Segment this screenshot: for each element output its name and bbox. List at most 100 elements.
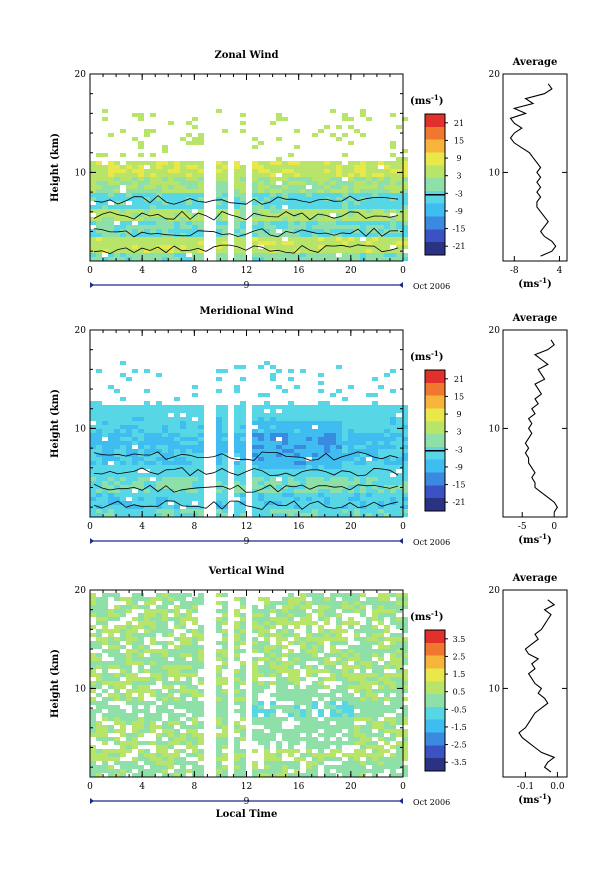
- heatmap-cell: [144, 633, 150, 637]
- heatmap-cell: [126, 465, 132, 469]
- heatmap-cell: [264, 617, 270, 621]
- heatmap-cell: [198, 457, 204, 461]
- heatmap-cell: [234, 237, 240, 241]
- heatmap-cell: [114, 461, 120, 465]
- heatmap-cell: [132, 209, 138, 213]
- heatmap-cell: [90, 733, 96, 737]
- heatmap-cell: [324, 425, 330, 429]
- heatmap-cell: [168, 257, 174, 261]
- heatmap-cell: [162, 449, 168, 453]
- heatmap-cell: [288, 713, 294, 717]
- heatmap-cell: [180, 617, 186, 621]
- heatmap-cell: [306, 701, 312, 705]
- heatmap-cell: [276, 441, 282, 445]
- heatmap-cell: [312, 509, 318, 513]
- heatmap-cell: [264, 629, 270, 633]
- heatmap-cell: [120, 361, 126, 365]
- heatmap-cell: [168, 485, 174, 489]
- heatmap-cell: [390, 753, 396, 757]
- heatmap-field: [90, 109, 408, 261]
- heatmap-cell: [318, 225, 324, 229]
- heatmap-cell: [150, 485, 156, 489]
- heatmap-cell: [174, 209, 180, 213]
- heatmap-cell: [300, 237, 306, 241]
- heatmap-cell: [282, 457, 288, 461]
- heatmap-cell: [336, 489, 342, 493]
- heatmap-cell: [402, 509, 408, 513]
- heatmap-cell: [120, 249, 126, 253]
- heatmap-cell: [354, 457, 360, 461]
- heatmap-cell: [312, 209, 318, 213]
- heatmap-cell: [318, 129, 324, 133]
- heatmap-cell: [108, 709, 114, 713]
- heatmap-cell: [330, 253, 336, 257]
- heatmap-cell: [174, 697, 180, 701]
- heatmap-cell: [384, 201, 390, 205]
- heatmap-cell: [360, 713, 366, 717]
- heatmap-cell: [384, 625, 390, 629]
- heatmap-cell: [390, 205, 396, 209]
- heatmap-cell: [150, 613, 156, 617]
- heatmap-cell: [180, 181, 186, 185]
- heatmap-cell: [288, 705, 294, 709]
- heatmap-cell: [366, 253, 372, 257]
- heatmap-cell: [306, 445, 312, 449]
- heatmap-cell: [120, 713, 126, 717]
- heatmap-cell: [342, 153, 348, 157]
- heatmap-cell: [366, 649, 372, 653]
- heatmap-cell: [336, 441, 342, 445]
- heatmap-cell: [378, 749, 384, 753]
- heatmap-cell: [150, 473, 156, 477]
- heatmap-cell: [252, 769, 258, 773]
- heatmap-cell: [198, 233, 204, 237]
- heatmap-cell: [402, 597, 408, 601]
- heatmap-cell: [324, 401, 330, 405]
- heatmap-cell: [336, 249, 342, 253]
- heatmap-cell: [150, 205, 156, 209]
- heatmap-cell: [330, 441, 336, 445]
- heatmap-cell: [174, 637, 180, 641]
- heatmap-cell: [294, 737, 300, 741]
- heatmap-cell: [276, 425, 282, 429]
- heatmap-cell: [366, 597, 372, 601]
- heatmap-cell: [138, 421, 144, 425]
- heatmap-cell: [330, 677, 336, 681]
- heatmap-cell: [132, 241, 138, 245]
- heatmap-cell: [132, 497, 138, 501]
- heatmap-cell: [216, 745, 222, 749]
- heatmap-cell: [354, 681, 360, 685]
- heatmap-cell: [396, 433, 402, 437]
- heatmap-cell: [168, 697, 174, 701]
- heatmap-cell: [180, 621, 186, 625]
- heatmap-cell: [174, 169, 180, 173]
- heatmap-cell: [114, 629, 120, 633]
- heatmap-cell: [294, 469, 300, 473]
- heatmap-cell: [366, 729, 372, 733]
- heatmap-cell: [258, 669, 264, 673]
- heatmap-cell: [186, 701, 192, 705]
- heatmap-cell: [132, 425, 138, 429]
- heatmap-cell: [300, 693, 306, 697]
- heatmap-cell: [384, 437, 390, 441]
- heatmap-cell: [258, 413, 264, 417]
- heatmap-cell: [390, 685, 396, 689]
- heatmap-cell: [126, 409, 132, 413]
- heatmap-cell: [192, 493, 198, 497]
- heatmap-cell: [264, 609, 270, 613]
- heatmap-cell: [342, 453, 348, 457]
- heatmap-cell: [336, 213, 342, 217]
- heatmap-cell: [378, 201, 384, 205]
- heatmap-cell: [330, 605, 336, 609]
- heatmap-cell: [192, 169, 198, 173]
- heatmap-cell: [108, 193, 114, 197]
- heatmap-cell: [360, 233, 366, 237]
- heatmap-cell: [360, 197, 366, 201]
- heatmap-cell: [270, 469, 276, 473]
- heatmap-cell: [300, 689, 306, 693]
- heatmap-cell: [264, 181, 270, 185]
- colorbar-tick-label: 2.5: [453, 652, 466, 661]
- heatmap-cell: [306, 193, 312, 197]
- heatmap-cell: [378, 669, 384, 673]
- heatmap-cell: [336, 601, 342, 605]
- heatmap-cell: [288, 737, 294, 741]
